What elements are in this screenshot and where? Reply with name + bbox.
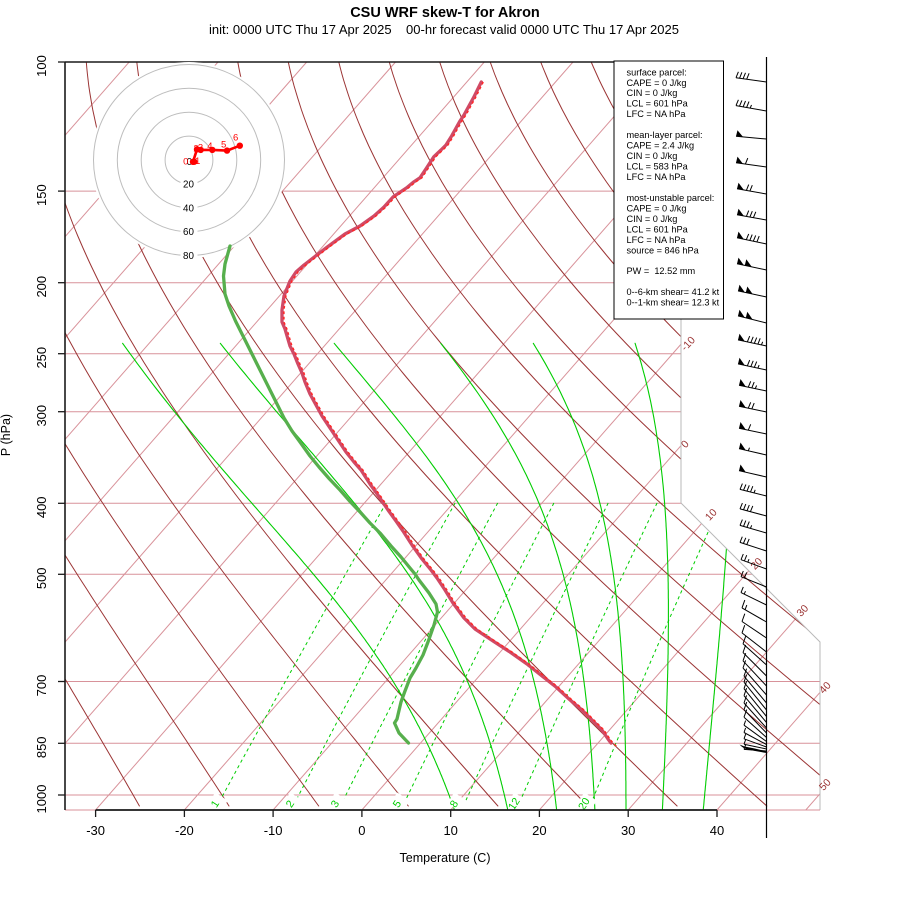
svg-text:40: 40	[183, 203, 194, 214]
svg-text:surface parcel:: surface parcel:	[627, 67, 687, 77]
svg-text:LFC = NA hPa: LFC = NA hPa	[627, 109, 687, 119]
svg-text:100: 100	[34, 55, 49, 77]
svg-text:LCL = 601 hPa: LCL = 601 hPa	[627, 224, 689, 234]
svg-text:700: 700	[34, 675, 49, 697]
svg-text:CAPE = 0 J/kg: CAPE = 0 J/kg	[627, 78, 687, 88]
svg-text:LCL = 583 hPa: LCL = 583 hPa	[627, 162, 689, 172]
svg-text:1: 1	[195, 156, 200, 167]
svg-text:2: 2	[284, 798, 297, 810]
svg-text:300: 300	[34, 405, 49, 427]
svg-text:0: 0	[358, 823, 365, 838]
svg-text:PW = 12.52 mm: PW = 12.52 mm	[627, 266, 696, 276]
svg-text:0--1-km shear= 12.3 kt: 0--1-km shear= 12.3 kt	[627, 298, 720, 308]
svg-text:init: 0000 UTC Thu 17 Apr 2025: init: 0000 UTC Thu 17 Apr 2025 00-hr for…	[209, 22, 679, 37]
svg-text:LFC = NA hPa: LFC = NA hPa	[627, 172, 687, 182]
svg-text:40: 40	[710, 823, 724, 838]
svg-text:1: 1	[209, 798, 222, 810]
svg-text:8: 8	[448, 798, 461, 810]
svg-text:CIN = 0 J/kg: CIN = 0 J/kg	[627, 214, 678, 224]
svg-text:LCL = 601 hPa: LCL = 601 hPa	[627, 99, 689, 109]
svg-text:source = 846 hPa: source = 846 hPa	[627, 245, 700, 255]
svg-text:20: 20	[532, 823, 546, 838]
svg-text:80: 80	[183, 251, 194, 262]
svg-text:200: 200	[34, 276, 49, 298]
svg-text:-20: -20	[175, 823, 194, 838]
svg-text:0: 0	[187, 157, 193, 168]
svg-text:CIN = 0 J/kg: CIN = 0 J/kg	[627, 88, 678, 98]
svg-text:6: 6	[233, 133, 238, 144]
svg-text:850: 850	[34, 736, 49, 758]
svg-text:LFC = NA hPa: LFC = NA hPa	[627, 235, 687, 245]
svg-text:CSU WRF skew-T for Akron: CSU WRF skew-T for Akron	[350, 5, 540, 21]
svg-text:3: 3	[198, 143, 203, 154]
svg-text:-10: -10	[264, 823, 283, 838]
svg-text:5: 5	[391, 798, 404, 810]
svg-text:12: 12	[506, 796, 523, 813]
svg-text:4: 4	[207, 141, 212, 152]
svg-text:30: 30	[621, 823, 635, 838]
svg-text:5: 5	[221, 140, 226, 151]
svg-text:P (hPa): P (hPa)	[0, 414, 13, 456]
svg-text:10: 10	[443, 823, 457, 838]
svg-text:Temperature (C): Temperature (C)	[400, 851, 491, 865]
svg-text:0: 0	[183, 157, 188, 168]
svg-text:CAPE = 2.4 J/kg: CAPE = 2.4 J/kg	[627, 141, 695, 151]
svg-text:2: 2	[193, 144, 198, 155]
svg-text:60: 60	[183, 227, 194, 238]
svg-text:150: 150	[34, 184, 49, 206]
svg-text:CIN = 0 J/kg: CIN = 0 J/kg	[627, 151, 678, 161]
svg-text:most-unstable parcel:: most-unstable parcel:	[627, 193, 715, 203]
svg-text:400: 400	[34, 496, 49, 518]
svg-text:500: 500	[34, 567, 49, 589]
svg-text:CAPE = 0 J/kg: CAPE = 0 J/kg	[627, 203, 687, 213]
svg-text:20: 20	[576, 796, 593, 813]
svg-text:1000: 1000	[34, 785, 49, 814]
svg-text:20: 20	[183, 179, 194, 190]
svg-text:-30: -30	[86, 823, 105, 838]
svg-text:3: 3	[329, 798, 342, 810]
svg-text:0--6-km shear= 41.2 kt: 0--6-km shear= 41.2 kt	[627, 287, 720, 297]
svg-text:mean-layer parcel:: mean-layer parcel:	[627, 130, 703, 140]
svg-text:250: 250	[34, 347, 49, 369]
